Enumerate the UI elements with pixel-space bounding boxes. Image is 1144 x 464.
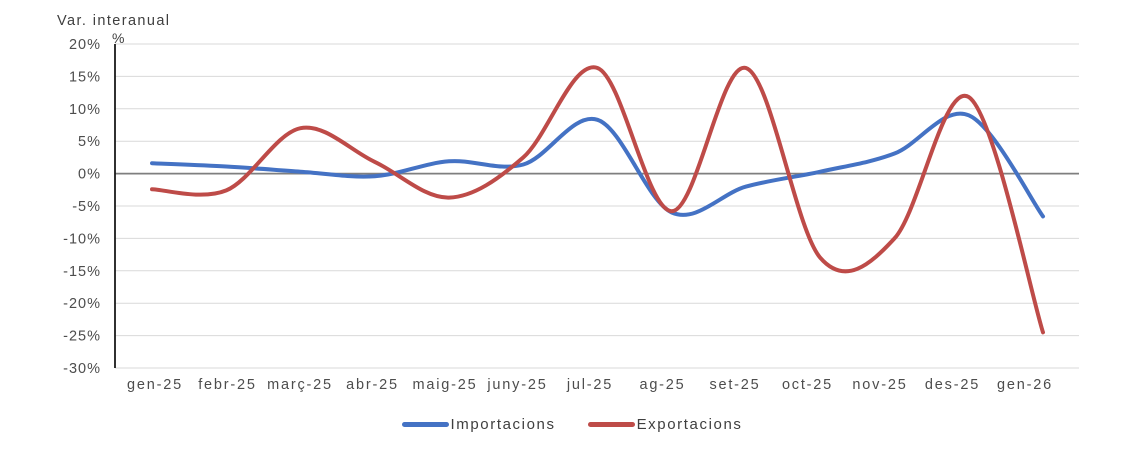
y-tick-label: 0% — [78, 167, 101, 183]
y-tick-label: -5% — [72, 199, 101, 215]
legend-label-importacions: Importacions — [450, 416, 556, 433]
legend-label-exportacions: Exportacions — [636, 416, 743, 433]
legend: Importacions Exportacions — [0, 416, 1144, 433]
x-tick-label-nov-25: nov-25 — [852, 377, 907, 393]
legend-item-exportacions: Exportacions — [587, 416, 743, 433]
y-tick-label: 5% — [78, 134, 101, 150]
y-tick-label: 15% — [69, 69, 101, 85]
x-tick-label-gen-25: gen-25 — [127, 377, 183, 393]
y-tick-label: -25% — [63, 329, 101, 345]
legend-item-importacions: Importacions — [401, 416, 556, 433]
exportacions-line-swatch — [587, 422, 635, 427]
x-tick-label-jul-25: jul-25 — [566, 377, 613, 393]
y-tick-label: -30% — [63, 361, 101, 377]
y-tick-label: -10% — [63, 231, 101, 247]
importacions-line-swatch — [401, 422, 449, 427]
y-axis-unit-label: % — [112, 30, 126, 46]
y-tick-label: 20% — [69, 37, 101, 53]
x-tick-label-maig-25: maig-25 — [413, 377, 478, 393]
y-tick-label: -20% — [63, 296, 101, 312]
x-tick-label-set-25: set-25 — [709, 377, 760, 393]
chart-title: Var. interanual — [57, 13, 171, 29]
y-tick-label: 10% — [69, 102, 101, 118]
importacions-line — [150, 111, 1045, 219]
x-tick-label-ag-25: ag-25 — [639, 377, 685, 393]
x-tick-label-gen-26: gen-26 — [997, 377, 1053, 393]
y-tick-label: -15% — [63, 264, 101, 280]
x-tick-label-abr-25: abr-25 — [346, 377, 399, 393]
x-tick-label-oct-25: oct-25 — [782, 377, 833, 393]
x-tick-label-febr-25: febr-25 — [198, 377, 257, 393]
exportacions-line — [150, 65, 1045, 335]
x-tick-label-juny-25: juny-25 — [486, 377, 547, 393]
x-tick-label-des-25: des-25 — [925, 377, 980, 393]
x-tick-label-març-25: març-25 — [267, 377, 333, 393]
